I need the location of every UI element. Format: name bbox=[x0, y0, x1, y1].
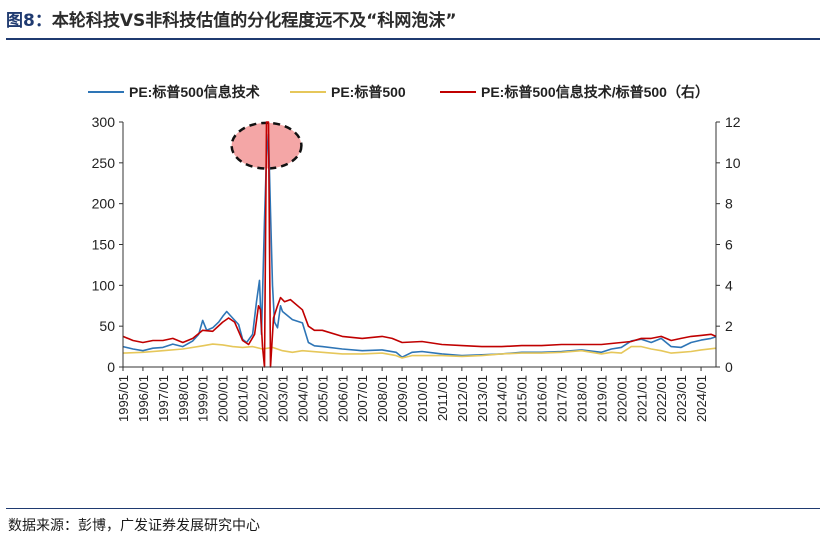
right-tick-label: 8 bbox=[725, 196, 733, 212]
x-tick-label: 2013/01 bbox=[475, 375, 490, 422]
x-tick-label: 2014/01 bbox=[495, 375, 510, 422]
x-tick-label: 2022/01 bbox=[654, 375, 669, 422]
series-line-2 bbox=[122, 343, 717, 359]
x-tick-label: 2021/01 bbox=[634, 375, 649, 422]
legend-label-3: PE:标普500信息技术/标普500（右） bbox=[481, 84, 709, 100]
left-tick-label: 50 bbox=[99, 318, 115, 334]
figure-number: 图8： bbox=[6, 11, 52, 31]
left-tick-label: 300 bbox=[92, 114, 116, 130]
x-tick-label: 1996/01 bbox=[136, 375, 151, 422]
left-tick-label: 150 bbox=[92, 237, 116, 253]
series-group bbox=[122, 121, 717, 368]
x-tick-label: 2020/01 bbox=[614, 375, 629, 422]
x-tick-label: 1998/01 bbox=[176, 375, 191, 422]
x-tick-label: 2003/01 bbox=[275, 375, 290, 422]
source-rule bbox=[6, 508, 820, 509]
legend-label-1: PE:标普500信息技术 bbox=[129, 84, 260, 100]
x-tick-label: 2017/01 bbox=[555, 375, 570, 422]
x-tick-label: 2018/01 bbox=[574, 375, 589, 422]
series-line-3 bbox=[122, 121, 717, 368]
x-tick-label: 2004/01 bbox=[295, 375, 310, 422]
x-tick-label: 2015/01 bbox=[515, 375, 530, 422]
x-tick-label: 2024/01 bbox=[694, 375, 709, 422]
x-tick-label: 2000/01 bbox=[216, 375, 231, 422]
left-tick-label: 200 bbox=[92, 196, 116, 212]
x-tick-label: 1995/01 bbox=[116, 375, 131, 422]
right-tick-label: 12 bbox=[725, 114, 741, 130]
right-tick-label: 10 bbox=[725, 155, 741, 171]
figure-title: 图8：本轮科技VS非科技估值的分化程度远不及“科网泡沫” bbox=[6, 6, 457, 31]
left-tick-label: 250 bbox=[92, 155, 116, 171]
x-tick-label: 2009/01 bbox=[395, 375, 410, 422]
x-tick-label: 2005/01 bbox=[315, 375, 330, 422]
right-tick-label: 6 bbox=[725, 237, 733, 253]
x-tick-label: 2010/01 bbox=[415, 375, 430, 422]
right-tick-label: 0 bbox=[725, 359, 733, 375]
x-tick-label: 2007/01 bbox=[355, 375, 370, 422]
left-tick-label: 0 bbox=[107, 359, 115, 375]
x-tick-label: 1999/01 bbox=[196, 375, 211, 422]
x-tick-label: 2001/01 bbox=[236, 375, 251, 422]
figure-title-text: 本轮科技VS非科技估值的分化程度远不及“科网泡沫” bbox=[51, 11, 457, 31]
right-tick-label: 2 bbox=[725, 318, 733, 334]
x-tick-label: 2002/01 bbox=[256, 375, 271, 422]
right-tick-label: 4 bbox=[725, 277, 733, 293]
x-tick-label: 2011/01 bbox=[435, 375, 450, 421]
series-line-1 bbox=[122, 133, 717, 358]
x-tick-label: 1997/01 bbox=[156, 375, 171, 422]
x-tick-label: 2008/01 bbox=[375, 375, 390, 422]
chart-axes: 0 50 100 150 200 250 300 0 2 4 6 8 10 12 1995/01 1996/0… bbox=[92, 114, 741, 422]
left-tick-label: 100 bbox=[92, 277, 116, 293]
chart-legend: PE:标普500信息技术 PE:标普500 PE:标普500信息技术/标普500（右… bbox=[88, 84, 709, 100]
legend-label-2: PE:标普500 bbox=[331, 84, 406, 100]
x-tick-label: 2016/01 bbox=[535, 375, 550, 422]
x-tick-label: 2012/01 bbox=[455, 375, 470, 422]
x-tick-label: 2019/01 bbox=[594, 375, 609, 422]
title-rule bbox=[6, 38, 820, 40]
x-tick-label: 2006/01 bbox=[335, 375, 350, 422]
x-tick-label: 2023/01 bbox=[674, 375, 689, 422]
source-note: 数据来源：彭博，广发证券发展研究中心 bbox=[8, 518, 260, 534]
